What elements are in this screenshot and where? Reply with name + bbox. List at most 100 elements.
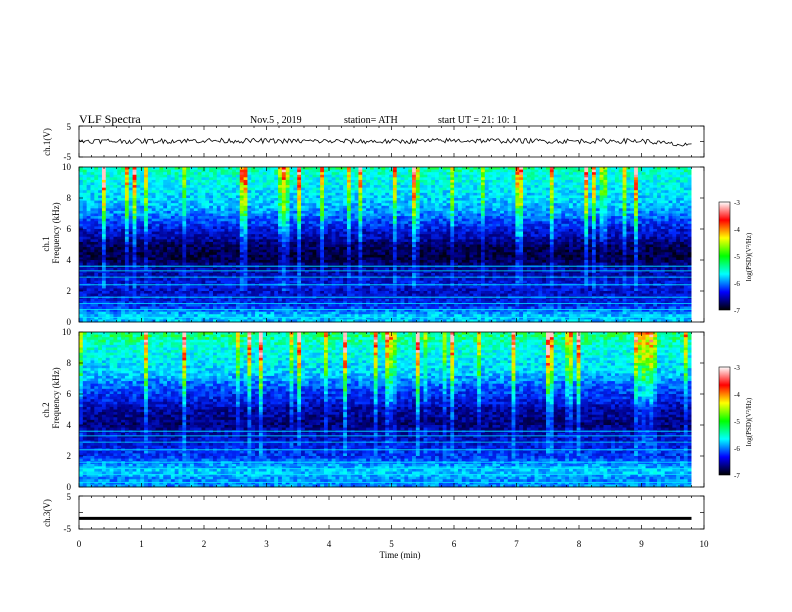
- ch1-spectrogram-cell: [251, 316, 256, 320]
- ch1-spectrogram-cell: [167, 316, 172, 320]
- ch1-spectrogram-cell: [243, 291, 248, 294]
- ch1-spectrogram-cell: [159, 208, 164, 212]
- ch1-spectrogram-cell: [228, 316, 233, 320]
- ch1-spectrogram-cell: [232, 267, 237, 271]
- ch1-spectrogram-cell: [155, 311, 160, 315]
- ch1-spectrogram-cell: [90, 195, 95, 199]
- ch1-spectrogram-cell: [369, 167, 375, 170]
- ch1-spectrogram-cell: [94, 309, 99, 313]
- ch1-spectrogram-cell: [220, 187, 225, 191]
- ch1-spectrogram-cell: [209, 167, 214, 170]
- ch1-spectrogram-cell: [350, 280, 356, 284]
- ch1-spectrogram-cell: [258, 280, 264, 284]
- ch1-spectrogram-cell: [266, 205, 271, 209]
- ch1-spectrogram-cell: [140, 236, 145, 240]
- ch1-spectrogram-cell: [186, 177, 191, 181]
- ch1-spectrogram-cell: [270, 179, 275, 183]
- ch1-spectrogram-cell: [274, 177, 279, 181]
- ch1-spectrogram-cell: [278, 190, 283, 194]
- ch1-spectrogram-cell: [289, 226, 294, 230]
- ch1-spectrogram-cell: [197, 247, 202, 251]
- ch1-spectrogram-cell: [358, 239, 363, 243]
- ch1-spectrogram-cell: [331, 210, 336, 214]
- ch1-spectrogram-cell: [285, 172, 290, 176]
- ch1-spectrogram-cell: [86, 267, 91, 271]
- ch1-spectrogram-cell: [151, 249, 156, 253]
- ch1-spectrogram-cell: [190, 272, 195, 276]
- ch1-spectrogram-cell: [101, 272, 107, 276]
- ch1-spectrogram-cell: [155, 249, 160, 253]
- ch1-spectrogram-cell: [155, 210, 160, 214]
- ch1-spectrogram-cell: [251, 226, 256, 230]
- ch1-spectrogram-cell: [132, 208, 137, 212]
- ch1-spectrogram-cell: [155, 229, 160, 232]
- ch1-spectrogram-cell: [212, 195, 218, 199]
- ch1-spectrogram-cell: [362, 306, 367, 310]
- ch1-spectrogram-cell: [285, 167, 290, 170]
- ch1-spectrogram-cell: [205, 270, 210, 274]
- ch1-spectrogram-cell: [224, 260, 229, 263]
- ch1-spectrogram-cell: [186, 234, 191, 238]
- ch1-spectrogram-cell: [316, 208, 321, 212]
- ch1-spectrogram-cell: [312, 172, 317, 176]
- ch1-spectrogram-cell: [293, 198, 298, 201]
- ch1-spectrogram-cell: [163, 316, 168, 320]
- ch1-spectrogram-cell: [209, 293, 214, 297]
- ch1-spectrogram-cell: [312, 306, 317, 310]
- ch1-spectrogram-cell: [193, 319, 199, 323]
- ch1-spectrogram-cell: [105, 270, 111, 274]
- ch1-spectrogram-cell: [193, 169, 199, 173]
- ch1-spectrogram-cell: [247, 187, 252, 191]
- ch1-spectrogram-cell: [335, 226, 340, 230]
- ch1-spectrogram-cell: [170, 169, 176, 173]
- ch1-spectrogram-cell: [167, 262, 172, 266]
- ch1-spectrogram-cell: [170, 229, 176, 232]
- ch1-spectrogram-cell: [369, 208, 375, 212]
- ch1-spectrogram-cell: [327, 195, 333, 199]
- ch1-spectrogram-cell: [235, 262, 241, 266]
- ch1-spectrogram-cell: [109, 280, 114, 284]
- ch1-spectrogram-cell: [270, 280, 275, 284]
- ch1-spectrogram-cell: [350, 296, 356, 300]
- ch1-spectrogram-cell: [270, 190, 275, 194]
- ch1-spectrogram-cell: [190, 319, 195, 323]
- ch1-spectrogram-cell: [285, 200, 290, 204]
- ch1-spectrogram-cell: [324, 229, 329, 232]
- ch1-spectrogram-cell: [247, 254, 252, 258]
- ch1-spectrogram-cell: [182, 309, 187, 313]
- ch1-spectrogram-cell: [159, 221, 164, 225]
- ch1-spectrogram-cell: [385, 262, 390, 266]
- ch1-spectrogram-cell: [209, 309, 214, 313]
- ch1-spectrogram-cell: [228, 182, 233, 186]
- ch1-spectrogram-cell: [266, 203, 271, 207]
- ch1-spectrogram-cell: [186, 249, 191, 253]
- ch1-spectrogram-cell: [216, 303, 222, 307]
- ch1-spectrogram-cell: [335, 314, 340, 318]
- ch1-spectrogram-cell: [128, 296, 133, 300]
- ch1-spectrogram-cell: [212, 301, 218, 305]
- ch1-spectrogram-cell: [354, 262, 359, 266]
- ch1-spectrogram-cell: [373, 195, 378, 199]
- ch1-spectrogram-cell: [220, 208, 225, 212]
- ch1-spectrogram-cell: [324, 205, 329, 209]
- ch1-spectrogram-cell: [339, 203, 344, 207]
- ch1-spectrogram-cell: [304, 257, 310, 261]
- ch1-spectrogram-cell: [79, 280, 84, 284]
- ch1-spectrogram-cell: [209, 236, 214, 240]
- ch1-spectrogram-cell: [105, 208, 111, 212]
- ch1-spectrogram-cell: [289, 190, 294, 194]
- ch1-spectrogram-cell: [243, 216, 248, 220]
- ch1-spectrogram-cell: [316, 200, 321, 204]
- ch1-spectrogram-cell: [258, 174, 264, 178]
- ch1-spectrogram-cell: [132, 174, 137, 178]
- ch1-spectrogram-cell: [174, 311, 179, 315]
- ch1-spectrogram-cell: [79, 301, 84, 305]
- ch1-spectrogram-cell: [324, 195, 329, 199]
- ch1-spectrogram-cell: [274, 213, 279, 217]
- ch1-spectrogram-cell: [324, 267, 329, 271]
- ch1-spectrogram-cell: [266, 210, 271, 214]
- ch1-spectrogram-cell: [109, 257, 114, 261]
- ch1-spectrogram-cell: [105, 210, 111, 214]
- ch1-spectrogram-cell: [167, 285, 172, 289]
- ch1-spectrogram-cell: [304, 221, 310, 225]
